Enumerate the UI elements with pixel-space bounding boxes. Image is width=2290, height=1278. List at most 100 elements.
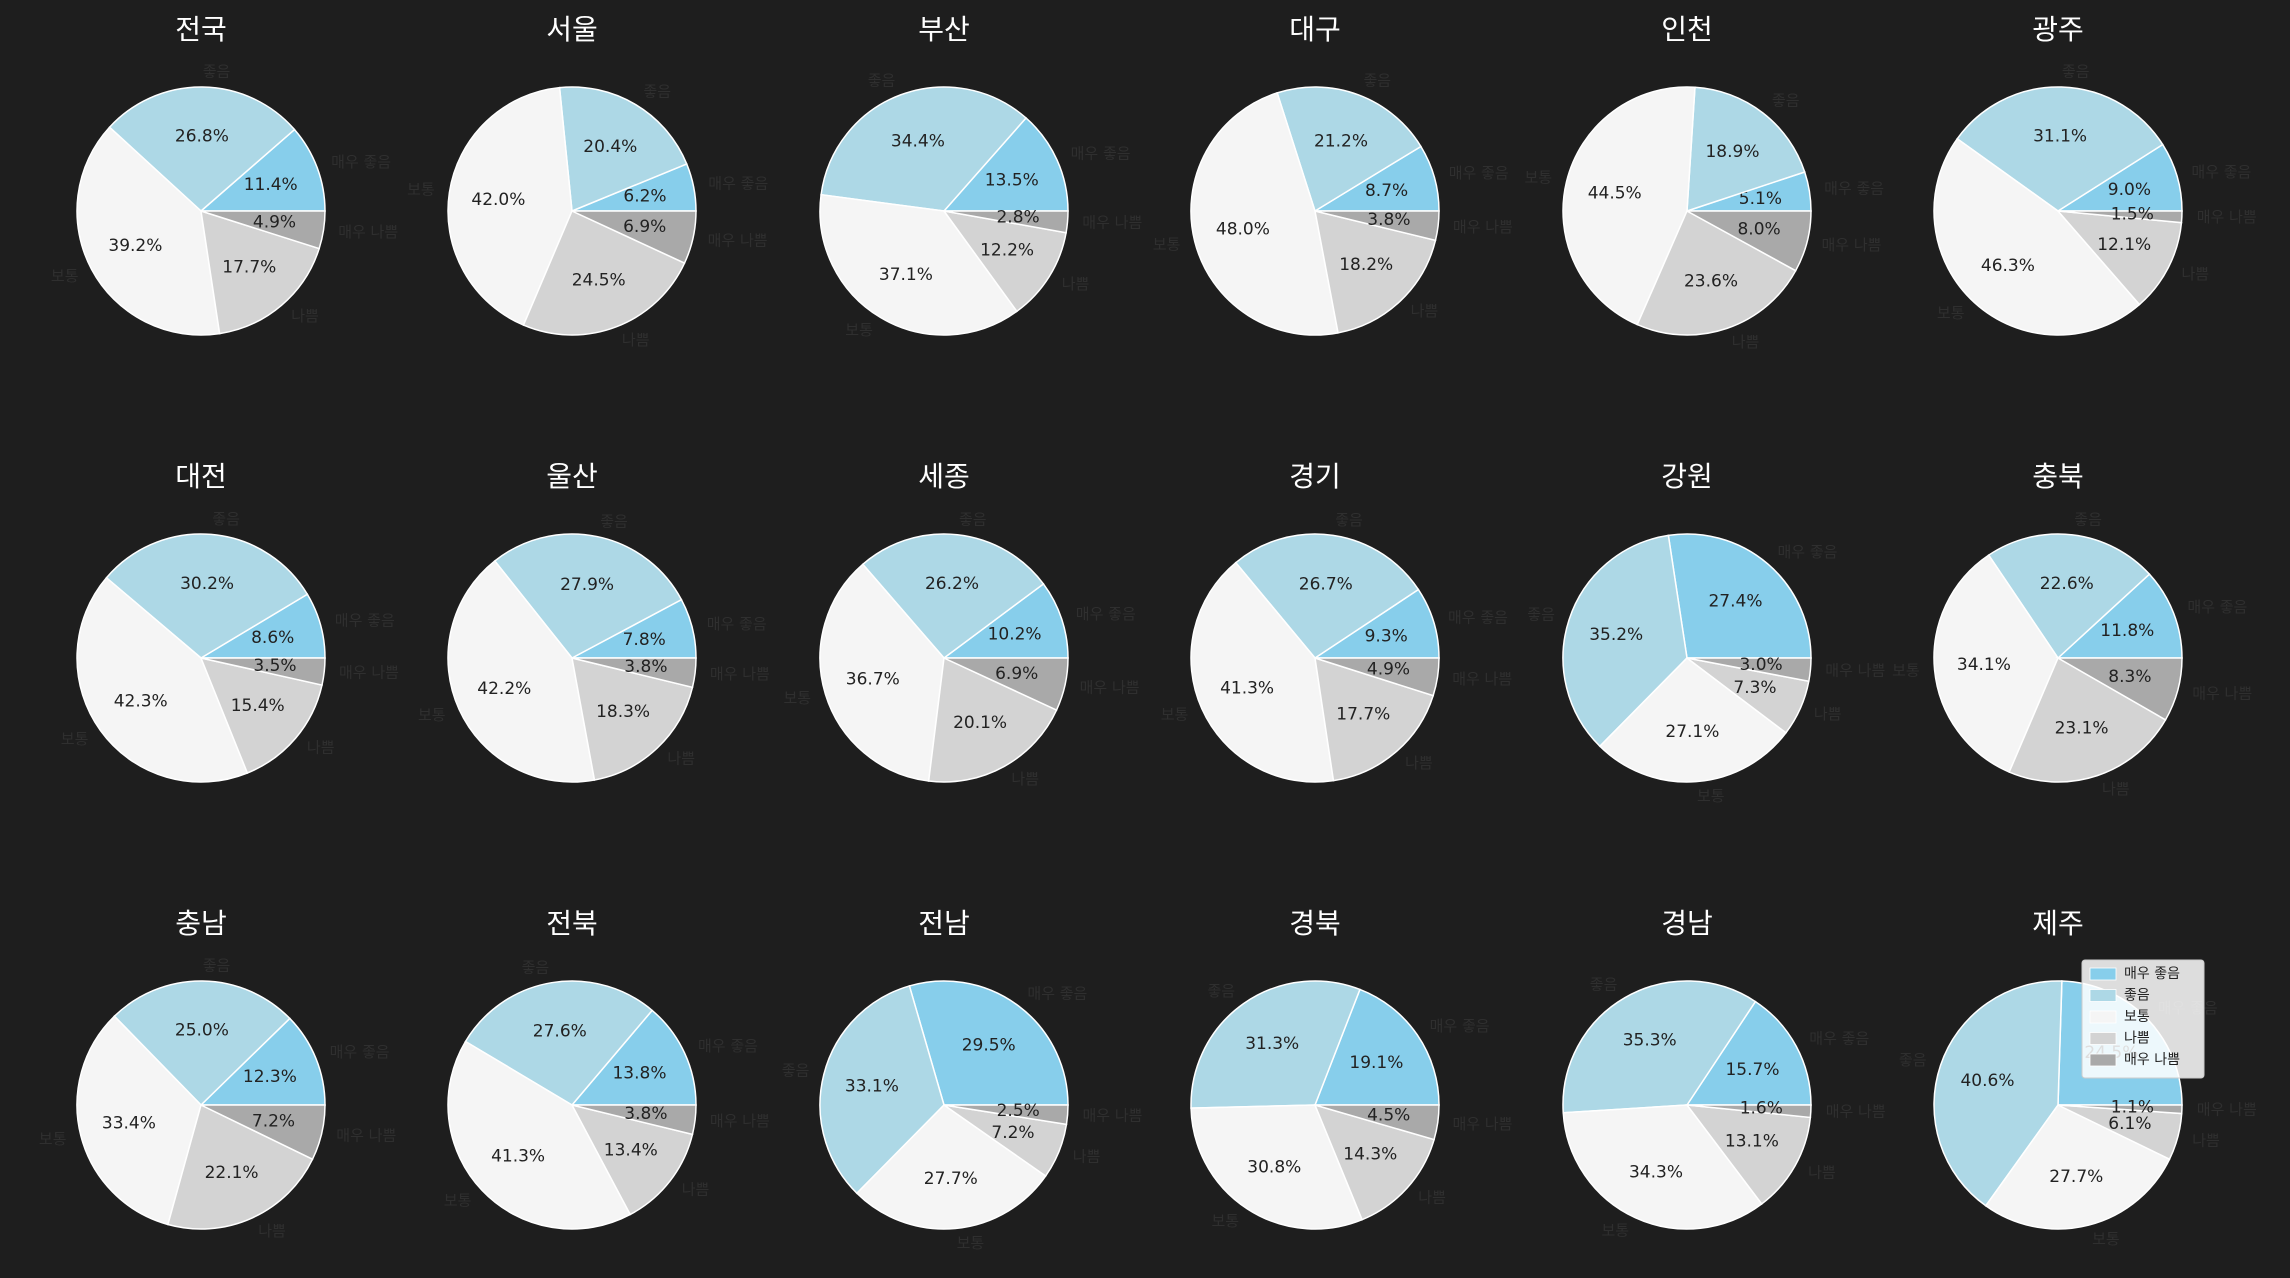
pie-slice (1685, 1104, 1812, 1205)
pie-category-label: 매우 나쁨 (1826, 1103, 1886, 1121)
pie-percent-label: 21.2% (1314, 131, 1368, 151)
pie-percent-label: 8.7% (1365, 181, 1408, 201)
pie-percent-label: 15.7% (1725, 1060, 1779, 1080)
pie-percent-label: 7.3% (1733, 678, 1776, 698)
pie-chart-8: 세종 10.2% 매우 좋음 26.2% 좋음 36.7% 보통 20.1% 나쁨 6.9% 매우 … (783, 460, 1139, 788)
pie-percent-label: 35.3% (1623, 1031, 1677, 1051)
pie-chart-0: 전국 11.4% 매우 좋음 26.8% 좋음 39.2% 보통 17.7% 나쁨 4.9% 매우 … (51, 13, 398, 336)
pie-percent-label: 8.0% (1737, 220, 1780, 240)
pie-percent-label: 36.7% (846, 670, 900, 690)
pie-title: 경기 (1289, 460, 1341, 493)
pie-percent-label: 3.8% (624, 657, 667, 677)
pie-percent-label: 34.3% (1629, 1163, 1683, 1183)
pie-percent-label: 46.3% (1981, 256, 2035, 276)
pie-slice (2055, 657, 2183, 721)
pie-slice (819, 563, 945, 782)
pie-percent-label: 39.2% (108, 236, 162, 256)
pie-percent-label: 33.1% (845, 1077, 899, 1097)
pie-slice (1314, 209, 1437, 334)
pie-category-label: 보통 (39, 1130, 67, 1148)
pie-category-label: 매우 좋음 (1076, 605, 1136, 623)
pie-percent-label: 7.2% (252, 1112, 295, 1132)
pie-chart-12: 충남 12.3% 매우 좋음 25.0% 좋음 33.4% 보통 22.1% 나쁨 7.2% 매우 … (39, 907, 396, 1240)
pie-slice (1562, 1104, 1763, 1230)
pie-title: 충북 (2032, 460, 2084, 493)
pie-chart-5: 광주 9.0% 매우 좋음 31.1% 좋음 46.3% 보통 12.1% 나쁨 1.5% 매우 나… (1933, 13, 2257, 336)
pie-category-label: 매우 좋음 (1778, 543, 1838, 561)
pie-slice (943, 210, 1069, 234)
pie-slice (522, 209, 686, 336)
pie-category-label: 나쁨 (258, 1222, 286, 1240)
pie-category-label: 좋음 (2062, 63, 2090, 81)
pie-category-label: 나쁨 (307, 738, 335, 756)
pie-slice (908, 980, 1069, 1106)
pie-percent-label: 13.1% (1725, 1132, 1779, 1152)
pie-slice (819, 193, 1018, 336)
pie-percent-label: 25.0% (175, 1021, 229, 1041)
pie-category-label: 매우 좋음 (1824, 179, 1884, 197)
pie-slice (1313, 988, 1440, 1106)
pie-title: 광주 (2032, 13, 2084, 46)
pie-chart-6: 대전 8.6% 매우 좋음 30.2% 좋음 42.3% 보통 15.4% 나쁨 3.5% 매우 나… (61, 460, 399, 783)
pie-percent-label: 6.9% (623, 217, 666, 237)
pie-slice (1984, 1104, 2171, 1230)
pie-category-label: 나쁨 (1814, 705, 1842, 723)
pie-slice (2056, 573, 2183, 659)
pie-chart-7: 울산 7.8% 매우 좋음 27.9% 좋음 42.2% 보통 18.3% 나쁨 3.8% 매우 나… (418, 460, 770, 783)
pie-category-label: 매우 나쁨 (1080, 678, 1140, 696)
pie-category-label: 매우 좋음 (1027, 984, 1087, 1002)
pie-slice (570, 1009, 697, 1106)
pie-category-label: 매우 좋음 (698, 1037, 758, 1055)
pie-percent-label: 17.7% (1336, 705, 1390, 725)
pie-percent-label: 4.9% (1367, 659, 1410, 679)
pie-percent-label: 26.7% (1299, 574, 1353, 594)
pie-percent-label: 3.8% (624, 1104, 667, 1124)
pie-slice (200, 209, 321, 335)
pie-category-label: 좋음 (1772, 92, 1800, 110)
pie-percent-label: 7.8% (623, 630, 666, 650)
pie-slice (2056, 210, 2183, 306)
pie-percent-label: 23.1% (2055, 719, 2109, 739)
pie-category-label: 매우 좋음 (2191, 163, 2251, 181)
pie-title: 제주 (2032, 907, 2084, 940)
legend-swatch (2089, 1010, 2117, 1024)
pie-title: 경북 (1289, 907, 1341, 940)
pie-category-label: 좋음 (600, 513, 628, 531)
pie-percent-label: 23.6% (1684, 271, 1738, 291)
pie-percent-label: 3.8% (1367, 210, 1410, 230)
pie-slice (1598, 657, 1787, 783)
pie-category-label: 좋음 (643, 82, 671, 100)
pie-slice (2057, 210, 2183, 224)
pie-percent-label: 15.4% (231, 696, 285, 716)
pie-slice (166, 1103, 314, 1230)
pie-category-label: 매우 나쁨 (710, 1112, 770, 1130)
pie-slice (200, 657, 326, 686)
pie-category-label: 나쁨 (1418, 1188, 1446, 1206)
pie-category-label: 매우 나쁨 (2197, 208, 2257, 226)
pie-slice (855, 1104, 1047, 1230)
pie-percent-label: 13.5% (985, 170, 1039, 190)
pie-slice (942, 116, 1069, 212)
pie-percent-label: 11.4% (244, 175, 298, 195)
pie-percent-label: 26.8% (175, 127, 229, 147)
pie-category-label: 좋음 (782, 1061, 810, 1079)
pie-percent-label: 12.1% (2097, 235, 2151, 255)
pie-slice (199, 656, 323, 774)
pie-percent-label: 30.8% (1247, 1157, 1301, 1177)
pie-percent-label: 22.1% (205, 1163, 259, 1183)
pie-percent-label: 14.3% (1343, 1145, 1397, 1165)
pie-percent-label: 9.0% (2108, 180, 2151, 200)
pie-slice (571, 210, 697, 265)
pie-percent-label: 27.9% (560, 575, 614, 595)
pie-slice (570, 1103, 694, 1216)
pie-percent-label: 41.3% (491, 1146, 545, 1166)
pie-slice (113, 980, 291, 1107)
pie-title: 대전 (175, 460, 227, 493)
pie-percent-label: 2.5% (997, 1101, 1040, 1121)
pie-percent-label: 35.2% (1589, 625, 1643, 645)
pie-category-label: 매우 나쁨 (708, 231, 768, 249)
pie-slice (943, 657, 1069, 712)
pie-category-label: 매우 나쁨 (1452, 670, 1512, 688)
